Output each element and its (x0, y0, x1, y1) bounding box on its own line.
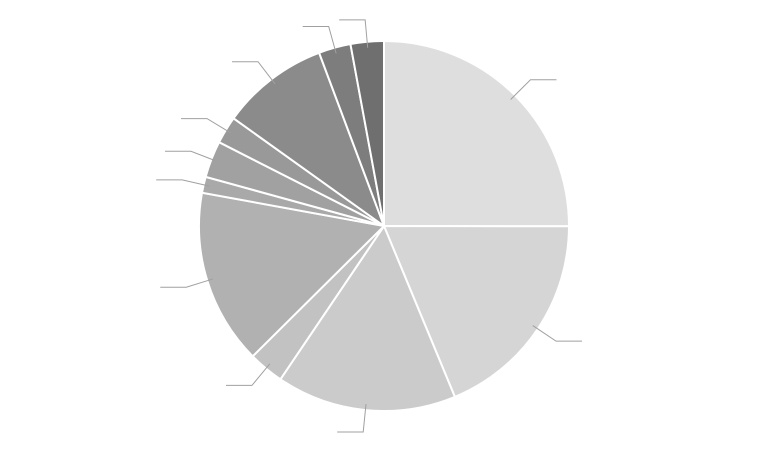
leader-line (225, 363, 271, 386)
pie-slice (383, 39, 571, 228)
leader-line (339, 19, 369, 48)
leader-line (532, 325, 583, 342)
leader-line (164, 150, 218, 162)
leader-line (156, 179, 210, 187)
leader-line (510, 79, 557, 100)
leader-line (181, 118, 232, 134)
leader-line (232, 61, 276, 85)
leader-line (302, 26, 337, 54)
leader-line (160, 278, 214, 288)
leader-line (337, 404, 367, 433)
